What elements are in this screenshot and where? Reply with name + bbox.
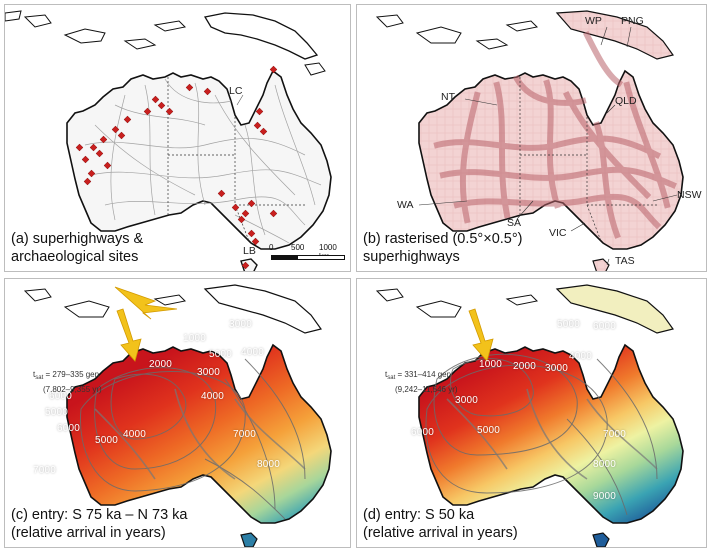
panel-c-map [23,284,332,547]
label-tas: TAS [615,255,635,267]
label-qld: QLD [615,95,637,107]
scale-bar-white [297,255,345,260]
contour-label-5000-c: 5000 [95,435,119,446]
contour-label-8000: 8000 [257,459,281,470]
contour-label-6000-b: 6000 [49,391,73,402]
panel-c-entry-75ka: tsat = 279–335 gen (7,802–9,355 yr) 1000… [4,278,351,548]
contour-label-4000-b: 4000 [241,347,265,358]
contour-label-7000-b: 7000 [233,429,257,440]
panel-d-caption-line2: (relative arrival in years) [363,525,518,541]
panel-d-caption-line1: (d) entry: S 50 ka [363,507,475,523]
panel-d-tsat-sub: sat [387,375,396,381]
label-lb: LB [243,245,256,257]
contour-label-2000: 2000 [513,361,537,372]
contour-label-8000: 8000 [593,459,617,470]
panel-c-tsat-years: (7,802–9,355 yr) [43,385,102,394]
label-nsw: NSW [677,189,702,201]
panel-c-tsat-sub: sat [35,375,44,381]
contour-label-5000: 5000 [45,407,69,418]
contour-label-3000-b: 3000 [229,319,253,330]
contour-label-4000: 4000 [569,351,593,362]
entry-arrow-south [468,308,494,362]
panel-c-tsat: tsat = 279–335 gen (7,802–9,355 yr) [33,369,102,395]
panel-d-tsat-years: (9,242–11,546 yr) [395,385,458,394]
panel-d-tsat-t: t [385,370,388,379]
panel-a-superhighways-sites: LC LB 0 500 1000 km (a) superhighways & … [4,4,351,272]
scale-tick-0: 0 [269,243,274,252]
panel-d-map [375,284,684,547]
panel-c-tsat-t: t [33,370,36,379]
contour-label-1000: 1000 [183,333,207,344]
label-png: PNG [621,15,644,27]
contour-label-9000: 9000 [593,491,617,502]
contour-label-7000: 7000 [33,465,57,476]
scale-bar-black [271,255,297,260]
contour-label-4000: 4000 [201,391,225,402]
contour-label-7000: 7000 [603,429,627,440]
panel-a-caption-line2: archaeological sites [11,249,139,265]
contour-label-3000-b: 3000 [455,395,479,406]
panel-b-caption-line1: (b) rasterised (0.5°×0.5°) [363,231,523,247]
panel-b-map [375,10,684,271]
contour-label-5000-b: 5000 [557,319,581,330]
panel-b-rasterised: WP PNG NT QLD WA SA NSW VIC TAS (b) rast… [356,4,707,272]
label-wa: WA [397,199,414,211]
entry-arrow-north [114,286,178,320]
panel-c-caption-line2: (relative arrival in years) [11,525,166,541]
panel-a-caption-line1: (a) superhighways & [11,231,144,247]
label-vic: VIC [549,227,567,239]
label-lc: LC [229,85,243,97]
label-wp: WP [585,15,602,27]
contour-label-6000: 6000 [411,427,435,438]
contour-label-2000: 2000 [149,359,173,370]
panel-c-caption: (c) entry: S 75 ka – N 73 ka (relative a… [11,506,188,542]
panel-d-caption: (d) entry: S 50 ka (relative arrival in … [363,506,518,542]
contour-label-1000: 1000 [479,359,503,370]
panel-d-entry-50ka: tsat = 331–414 gen (9,242–11,546 yr) 100… [356,278,707,548]
entry-arrow-south [116,308,142,362]
site-markers [75,65,278,270]
label-sa: SA [507,217,522,229]
contour-label-3000: 3000 [197,367,221,378]
contour-label-4000-c: 4000 [123,429,147,440]
panel-a-map [5,10,332,271]
contour-label-6000-b: 6000 [593,321,617,332]
contour-label-5000-b: 5000 [209,349,233,360]
label-nt: NT [441,91,455,103]
panel-a-caption: (a) superhighways & archaeological sites [11,230,143,266]
contour-label-3000: 3000 [545,363,569,374]
panel-b-caption-line2: superhighways [363,249,460,265]
contour-label-5000: 5000 [477,425,501,436]
contour-label-6000: 6000 [57,423,81,434]
scale-bar: 0 500 1000 km [269,243,349,269]
panel-c-caption-line1: (c) entry: S 75 ka – N 73 ka [11,507,188,523]
scale-tick-500: 500 [291,243,305,252]
panel-d-tsat: tsat = 331–414 gen (9,242–11,546 yr) [385,369,458,395]
panel-c-tsat-gen: = 279–335 gen [43,370,100,379]
panel-b-caption: (b) rasterised (0.5°×0.5°) superhighways [363,230,522,266]
panel-d-tsat-gen: = 331–414 gen [395,370,452,379]
